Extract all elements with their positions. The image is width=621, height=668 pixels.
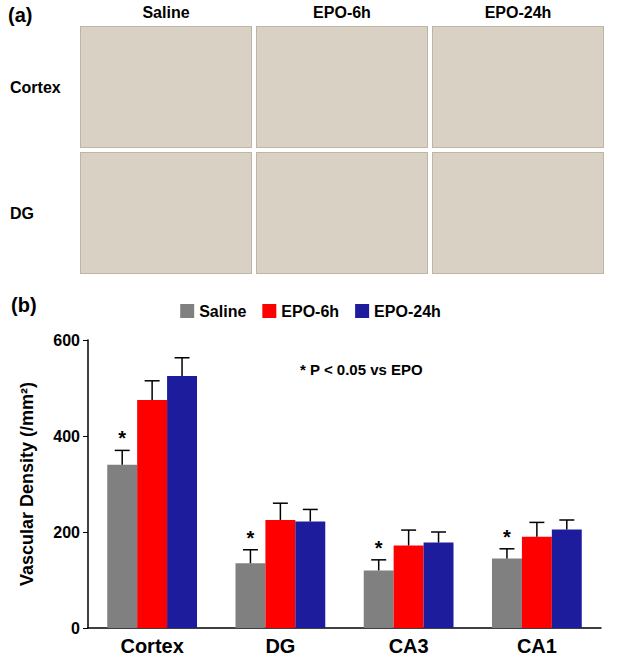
svg-text:200: 200 <box>53 524 80 541</box>
html-text:EPO-6h: EPO-6h <box>313 4 371 21</box>
svg-text:CA1: CA1 <box>517 635 557 657</box>
svg-text:Saline: Saline <box>199 303 246 320</box>
html-text:DG: DG <box>10 205 34 222</box>
svg-text:Vascular Density (/mm²): Vascular Density (/mm²) <box>17 382 37 586</box>
svg-text:*: * <box>375 537 383 559</box>
svg-text:DG: DG <box>265 635 295 657</box>
svg-text:(b): (b) <box>11 294 37 316</box>
svg-text:*: * <box>503 526 511 548</box>
svg-text:* P < 0.05 vs EPO: * P < 0.05 vs EPO <box>300 361 423 378</box>
svg-text:EPO-6h: EPO-6h <box>281 303 339 320</box>
svg-text:600: 600 <box>53 332 80 349</box>
svg-text:CA3: CA3 <box>389 635 429 657</box>
html-text:Cortex: Cortex <box>10 79 61 96</box>
svg-text:0: 0 <box>71 620 80 637</box>
html-text:Saline: Saline <box>142 4 190 21</box>
svg-text:*: * <box>118 427 126 449</box>
svg-text:Cortex: Cortex <box>120 635 183 657</box>
html-text:EPO-24h: EPO-24h <box>484 4 552 21</box>
html-text:(a): (a) <box>8 4 33 26</box>
svg-text:400: 400 <box>53 428 80 445</box>
svg-text:EPO-24h: EPO-24h <box>374 303 441 320</box>
svg-text:*: * <box>247 527 255 549</box>
